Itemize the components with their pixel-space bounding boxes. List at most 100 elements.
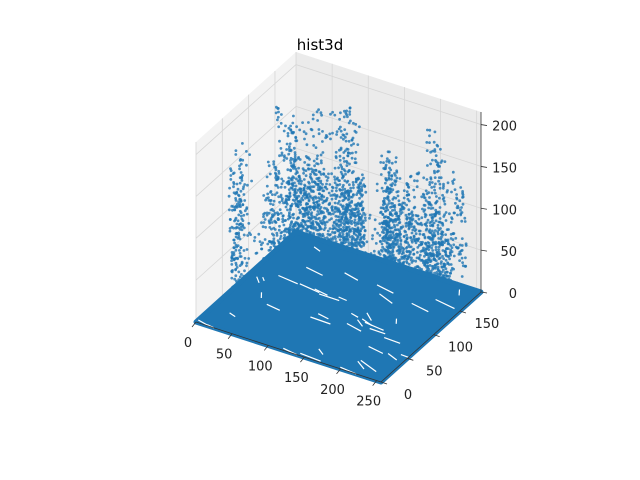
scatter-point	[242, 249, 246, 252]
scatter-point	[459, 249, 463, 253]
scatter-point	[316, 188, 320, 192]
scatter-point	[437, 176, 441, 180]
scatter-point	[315, 213, 319, 217]
axes-edges	[195, 112, 482, 383]
scatter-point	[387, 177, 391, 181]
scatter-point	[355, 240, 359, 244]
scatter-point	[339, 223, 343, 227]
scatter-point	[430, 246, 433, 250]
scatter-point	[421, 233, 425, 237]
scatter-point	[464, 256, 467, 260]
scatter-point	[412, 206, 416, 210]
scatter-point	[452, 211, 456, 215]
scatter-point	[333, 231, 336, 235]
scatter-point	[360, 214, 364, 217]
scatter-point	[460, 219, 464, 223]
scatter-point	[357, 213, 360, 217]
scatter-point	[438, 242, 442, 246]
scatter-point	[385, 157, 389, 161]
scatter-point	[418, 253, 422, 257]
scatter-point	[382, 231, 386, 235]
scatter-point	[263, 238, 267, 241]
scatter-point	[412, 252, 416, 256]
scatter-point	[317, 203, 321, 207]
scatter-point	[444, 238, 447, 242]
scatter-point	[345, 217, 348, 221]
scatter-point	[459, 186, 463, 189]
scatter-point	[360, 178, 364, 182]
scatter-point	[344, 191, 348, 195]
scatter-point	[243, 269, 246, 273]
y-tick-label: 100	[448, 341, 473, 356]
scatter-point	[437, 220, 441, 224]
scatter-point	[419, 258, 423, 262]
scatter-point	[278, 237, 282, 241]
scatter-point	[277, 228, 281, 232]
scatter-point	[339, 163, 342, 167]
scatter-point	[389, 201, 393, 205]
scatter-point	[432, 140, 436, 144]
scatter-point	[340, 221, 343, 225]
scatter-point	[346, 238, 350, 242]
scatter-point	[464, 244, 468, 247]
scatter-point	[339, 111, 342, 115]
scatter-point	[278, 200, 281, 204]
scatter-point	[290, 131, 294, 135]
scatter-point	[458, 199, 462, 203]
scatter-point	[360, 185, 364, 189]
scatter-point	[289, 159, 292, 162]
scatter-point	[411, 213, 415, 217]
scatter-point	[297, 156, 300, 159]
scatter-point	[301, 167, 305, 171]
scatter-point	[331, 193, 335, 197]
scatter-point	[425, 178, 429, 181]
z-tick-label: 150	[492, 161, 517, 176]
scatter-point	[346, 221, 350, 225]
scatter-point	[404, 246, 408, 250]
scatter-point	[400, 203, 403, 207]
scatter-point	[382, 189, 385, 193]
scatter-point	[438, 256, 442, 260]
scatter-point	[232, 191, 236, 195]
scatter-point	[386, 187, 390, 191]
scatter-point	[234, 263, 238, 267]
scatter-point	[238, 176, 242, 180]
scatter-point	[301, 219, 305, 223]
scatter-point	[245, 207, 249, 211]
scatter-point	[407, 199, 411, 203]
scatter-point	[434, 242, 438, 246]
scatter-point	[342, 207, 345, 211]
scatter-point	[459, 252, 462, 256]
scatter-point	[431, 237, 435, 241]
scatter-point	[321, 130, 324, 133]
scatter-point	[424, 241, 427, 245]
scatter-point	[398, 251, 402, 254]
x-tick-label: 50	[216, 348, 233, 363]
scatter-point	[253, 236, 257, 239]
scatter-point	[362, 211, 365, 215]
scatter-point	[298, 128, 302, 132]
scatter-point	[361, 173, 364, 177]
y-tick-mark	[459, 310, 467, 314]
scatter-point	[343, 179, 347, 183]
scatter-point	[301, 121, 304, 124]
scatter-point	[358, 125, 361, 129]
scatter-point	[407, 212, 411, 216]
scatter-point	[388, 226, 392, 230]
scatter-point	[297, 202, 300, 206]
scatter-point	[235, 222, 239, 226]
grid-z	[195, 105, 482, 197]
scatter-point	[399, 242, 403, 246]
scatter-point	[341, 232, 345, 236]
scatter-point	[419, 250, 423, 253]
scatter-point	[240, 179, 244, 182]
scatter-point	[279, 234, 283, 238]
scatter-point	[240, 262, 244, 266]
scatter-point	[279, 147, 283, 150]
scatter-point	[270, 215, 274, 219]
scatter-point	[393, 225, 397, 229]
scatter-point	[241, 142, 244, 145]
scatter-point	[311, 222, 315, 226]
scatter-point	[293, 223, 297, 226]
scatter-point	[341, 199, 345, 203]
